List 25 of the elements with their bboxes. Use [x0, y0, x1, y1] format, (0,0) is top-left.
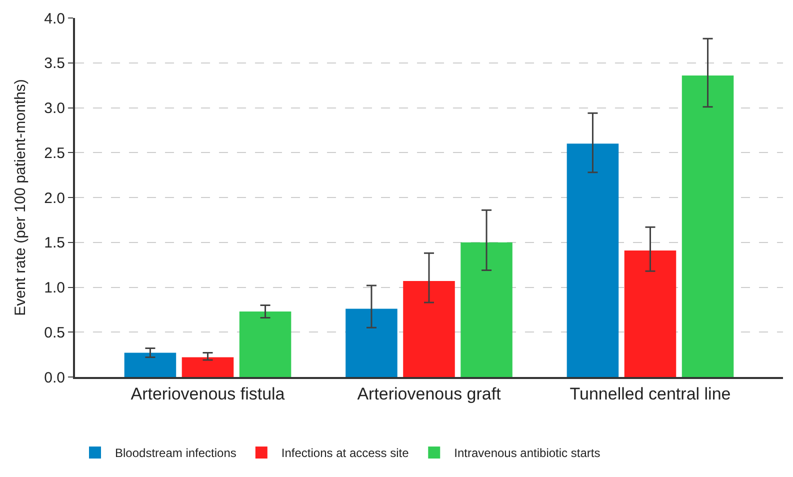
bar [566, 144, 619, 377]
y-tick-label: 0.0 [44, 369, 65, 386]
legend-label: Infections at access site [281, 446, 410, 460]
x-tick-label: Arteriovenous fistula [130, 384, 286, 404]
bar [239, 311, 292, 377]
y-tick-label: 0.5 [44, 324, 65, 342]
bar [124, 352, 176, 377]
y-tick-label: 2.0 [44, 190, 65, 207]
x-tick-label: Tunnelled central line [570, 384, 731, 404]
bar [624, 250, 676, 377]
y-axis-title: Event rate (per 100 patient-months) [12, 79, 29, 316]
y-tick-label: 3.5 [44, 55, 65, 72]
x-tick-label: Arteriovenous graft [357, 384, 502, 404]
y-tick-label: 4.0 [44, 10, 65, 28]
y-tick-label: 3.0 [44, 100, 65, 117]
legend-label: Bloodstream infections [115, 446, 236, 460]
y-tick-label: 1.5 [44, 234, 65, 252]
bar [460, 242, 512, 377]
bar [346, 308, 398, 377]
y-tick-label: 1.0 [44, 280, 65, 296]
bar [403, 280, 455, 377]
bar [682, 75, 734, 377]
y-tick-label: 2.5 [44, 144, 65, 162]
bar [182, 357, 234, 377]
legend-label: Intravenous antibiotic starts [454, 446, 600, 460]
